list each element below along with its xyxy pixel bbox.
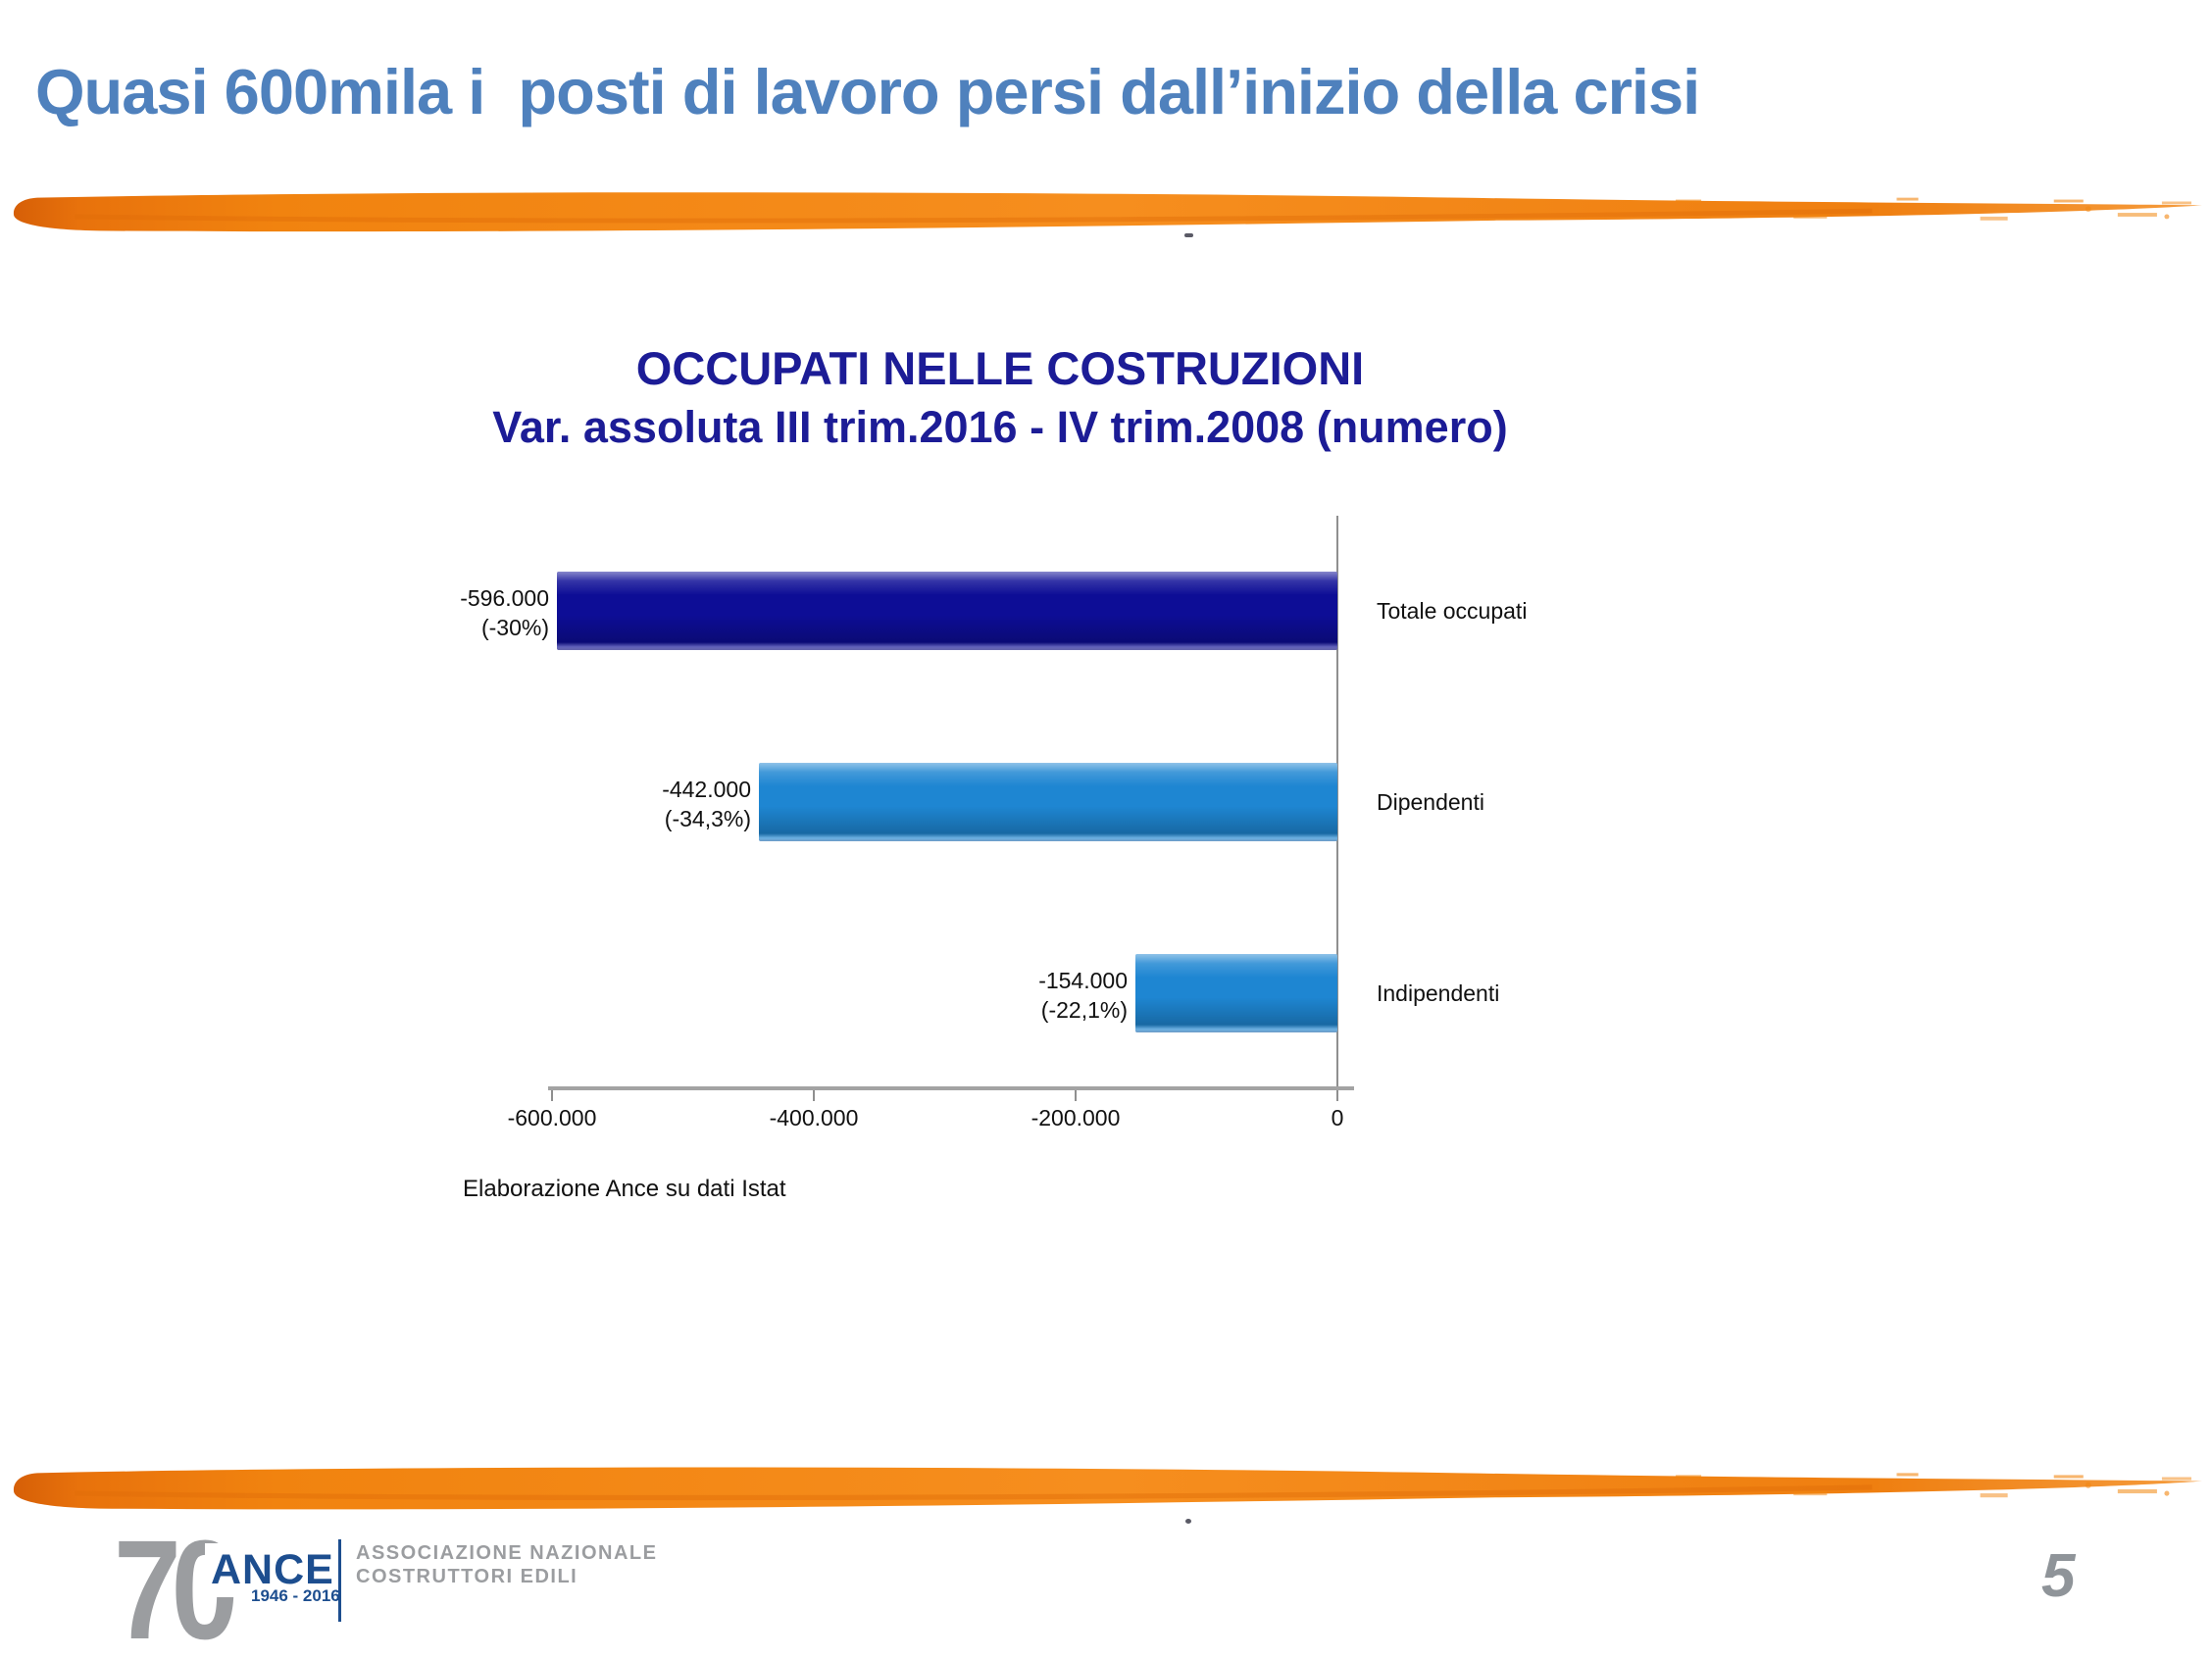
x-axis-tick [1075,1090,1077,1101]
bar-value-number: -154.000 [1038,968,1128,993]
bar-value-percent: (-30%) [480,615,549,640]
brush-stroke-top [13,192,2202,232]
bar-dipendenti [759,763,1337,841]
x-axis-tick-label: -600.000 [507,1105,597,1130]
bar-totale-occupati [557,572,1337,650]
x-axis-tick-label: 0 [1331,1105,1344,1130]
category-label-indipendenti: Indipendenti [1377,980,1500,1006]
artifact-dot-top [1184,233,1193,237]
x-axis-tick-label: -400.000 [769,1105,859,1130]
bar-value-label: -442.000 (-34,3%) [662,775,751,833]
logo-divider [338,1539,341,1622]
category-label-totale-occupati: Totale occupati [1377,598,1528,624]
chart-title: OCCUPATI NELLE COSTRUZIONI Var. assoluta… [373,338,1628,457]
bar-value-label: -596.000 (-30%) [460,583,549,642]
logo-subtitle-line2: COSTRUTTORI EDILI [356,1566,578,1587]
chart-title-line1: OCCUPATI NELLE COSTRUZIONI [635,342,1365,394]
chart-title-line2: Var. assoluta III trim.2016 - IV trim.20… [492,402,1508,452]
bar-value-label: -154.000 (-22,1%) [1038,966,1128,1025]
artifact-dot-bottom [1185,1519,1191,1524]
slide-title: Quasi 600mila i posti di lavoro persi da… [35,56,1700,127]
y-axis-line [1336,516,1338,1088]
x-axis-tick-label: -200.000 [1031,1105,1121,1130]
x-axis-tick [551,1090,553,1101]
bar-value-number: -442.000 [662,777,751,802]
page-number: 5 [2041,1542,2076,1610]
brush-stroke-bottom [13,1467,2202,1510]
category-label-dipendenti: Dipendenti [1377,789,1484,815]
x-axis-tick [813,1090,815,1101]
x-axis-line [548,1086,1354,1090]
chart-source: Elaborazione Ance su dati Istat [463,1176,786,1202]
bar-indipendenti [1135,954,1337,1032]
bar-value-number: -596.000 [460,585,549,611]
logo-subtitle-line1: ASSOCIAZIONE NAZIONALE [356,1542,658,1564]
bar-value-percent: (-34,3%) [664,806,751,831]
logo-years: 1946 - 2016 [247,1586,344,1606]
x-axis-tick [1336,1090,1338,1101]
bar-value-percent: (-22,1%) [1040,997,1128,1023]
